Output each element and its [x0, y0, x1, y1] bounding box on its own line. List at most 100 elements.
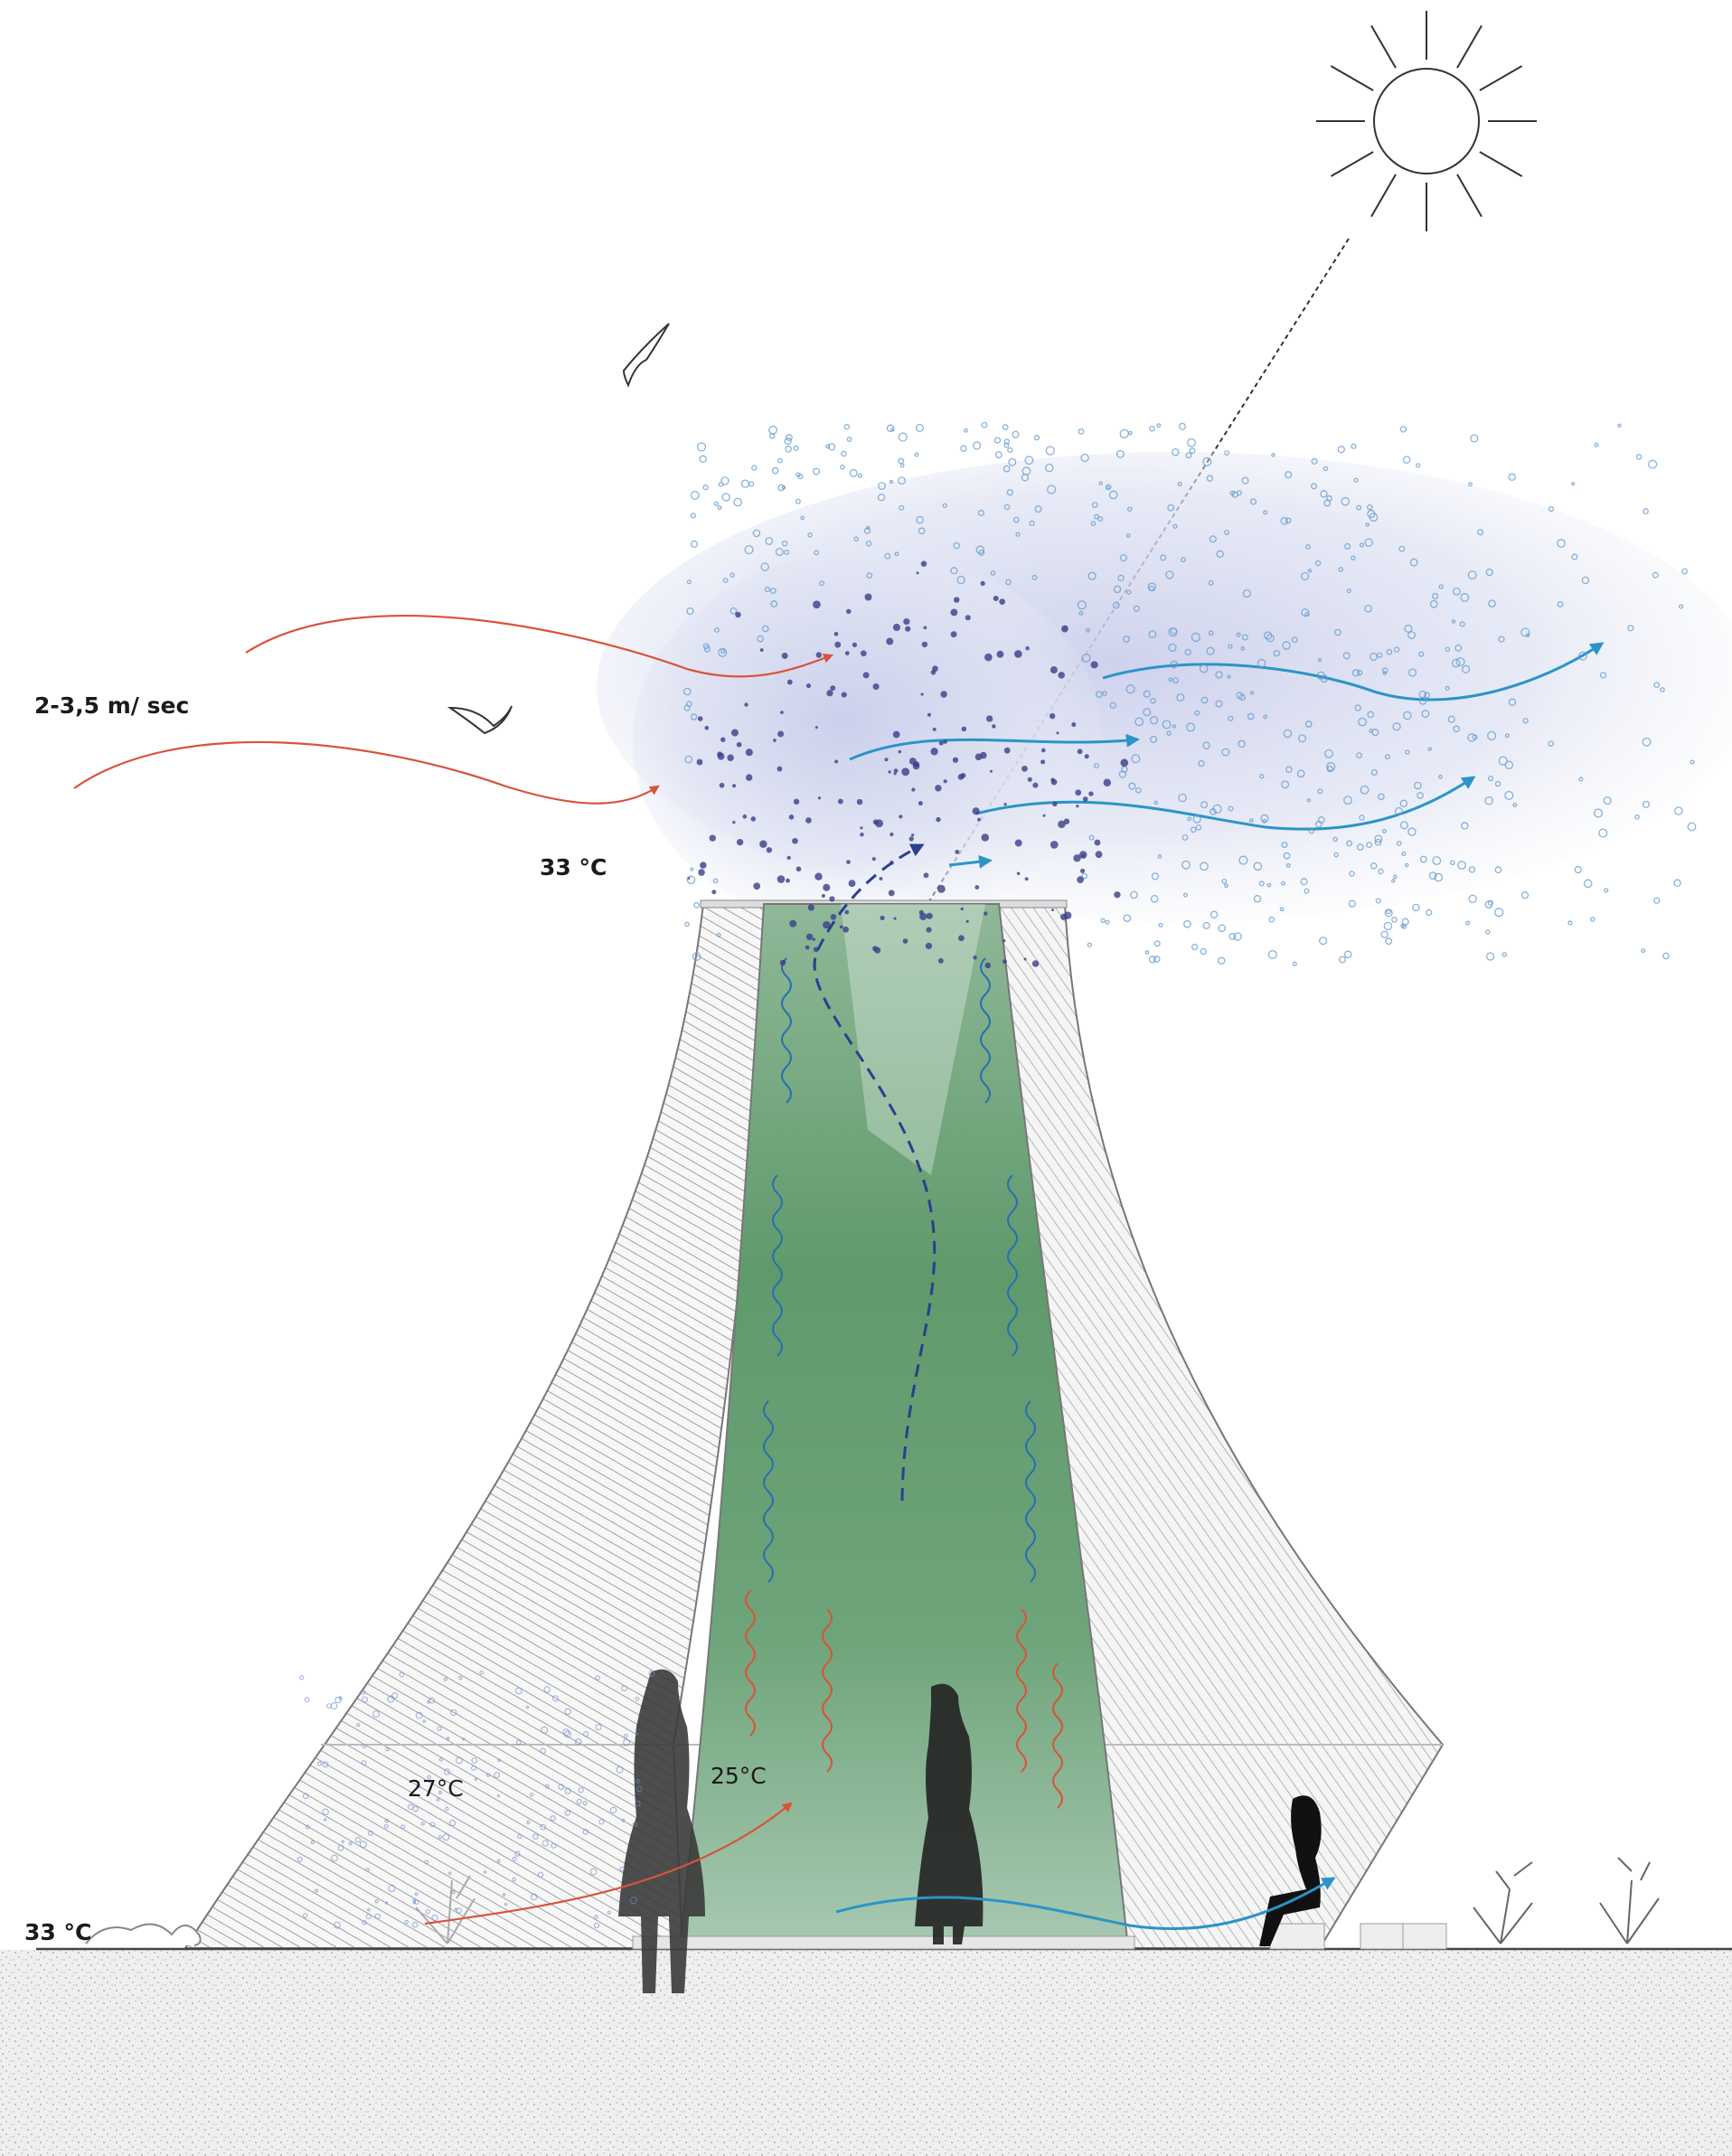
droplet	[826, 690, 833, 697]
droplet	[1233, 932, 1242, 941]
droplet	[753, 882, 761, 890]
droplet	[1369, 729, 1374, 733]
convection-wave	[822, 1608, 833, 1773]
droplet	[529, 1793, 534, 1797]
droplet	[1574, 865, 1582, 874]
droplet	[623, 1733, 628, 1738]
droplet	[865, 541, 872, 547]
droplet	[1383, 921, 1393, 931]
droplet	[1690, 759, 1695, 765]
droplet	[1087, 942, 1093, 947]
droplet	[760, 562, 769, 571]
light-wedge	[841, 904, 985, 1175]
droplet	[957, 774, 965, 780]
droplet	[1014, 839, 1022, 847]
droplet	[890, 832, 894, 837]
droplet	[629, 1897, 637, 1905]
droplet	[1593, 808, 1604, 818]
droplet	[720, 476, 730, 485]
droplet	[730, 572, 735, 578]
droplet	[1617, 423, 1622, 428]
droplet	[322, 1808, 329, 1816]
droplet	[1058, 672, 1065, 679]
droplet	[1143, 690, 1151, 698]
droplet	[356, 1723, 361, 1728]
droplet	[1032, 782, 1039, 788]
droplet	[564, 1708, 572, 1716]
convection-wave	[980, 957, 991, 1104]
droplet	[1266, 882, 1272, 888]
droplet	[823, 920, 831, 929]
droplet	[1380, 930, 1388, 939]
cool-wind	[975, 776, 1476, 831]
droplet	[721, 493, 730, 502]
droplet	[1548, 740, 1554, 747]
droplet	[1172, 724, 1176, 729]
droplet	[494, 1772, 501, 1779]
droplet	[1248, 818, 1254, 823]
droplet	[964, 428, 968, 433]
droplet	[1224, 530, 1229, 535]
droplet	[872, 946, 878, 952]
droplet	[1063, 818, 1070, 825]
droplet	[899, 504, 905, 511]
sun-ray	[1370, 24, 1397, 69]
droplet	[1450, 860, 1455, 866]
droplet	[1673, 879, 1681, 887]
droplet	[892, 623, 900, 632]
droplet	[416, 1784, 421, 1789]
droplet	[768, 425, 778, 435]
droplet	[699, 455, 707, 464]
droplet	[1143, 708, 1152, 717]
droplet	[1081, 654, 1091, 663]
droplet	[1292, 961, 1297, 966]
droplet	[404, 1919, 409, 1925]
droplet	[1200, 801, 1209, 809]
droplet	[1391, 879, 1396, 883]
droplet	[793, 798, 800, 805]
droplet	[1077, 748, 1083, 755]
droplet	[805, 945, 810, 950]
droplet	[984, 962, 992, 969]
droplet	[1320, 490, 1328, 498]
droplet	[848, 880, 856, 888]
droplet	[1604, 888, 1609, 893]
droplet	[1126, 506, 1133, 512]
droplet	[515, 1687, 522, 1695]
droplet	[314, 1888, 319, 1893]
droplet	[736, 741, 742, 748]
droplet	[919, 912, 927, 920]
droplet	[815, 652, 823, 658]
droplet	[551, 1695, 560, 1702]
droplet	[744, 702, 748, 707]
droplet	[814, 726, 818, 730]
droplet	[385, 1901, 389, 1905]
droplet	[558, 1784, 565, 1790]
droplet	[814, 872, 823, 880]
droplet	[1398, 545, 1406, 552]
droplet	[1402, 456, 1411, 464]
droplet	[316, 1761, 322, 1766]
droplet	[704, 725, 710, 730]
droplet	[996, 650, 1004, 658]
droplet	[1418, 690, 1427, 699]
droplet	[1283, 852, 1291, 860]
droplet	[1358, 717, 1367, 727]
convection-wave	[772, 1174, 783, 1357]
droplet	[1370, 862, 1378, 870]
droplet	[562, 1728, 570, 1737]
droplet	[1064, 911, 1072, 919]
droplet	[686, 875, 696, 885]
droplet	[722, 578, 729, 584]
droplet	[1128, 430, 1133, 436]
droplet	[956, 575, 965, 585]
droplet	[1216, 550, 1224, 559]
droplet	[322, 1761, 329, 1768]
mist-droplets	[297, 421, 1697, 1929]
droplet	[1386, 909, 1391, 915]
droplet	[690, 490, 700, 500]
droplet	[497, 1758, 502, 1763]
droplet	[898, 432, 908, 442]
sun-ray	[1479, 65, 1523, 91]
droplet	[1317, 658, 1323, 663]
